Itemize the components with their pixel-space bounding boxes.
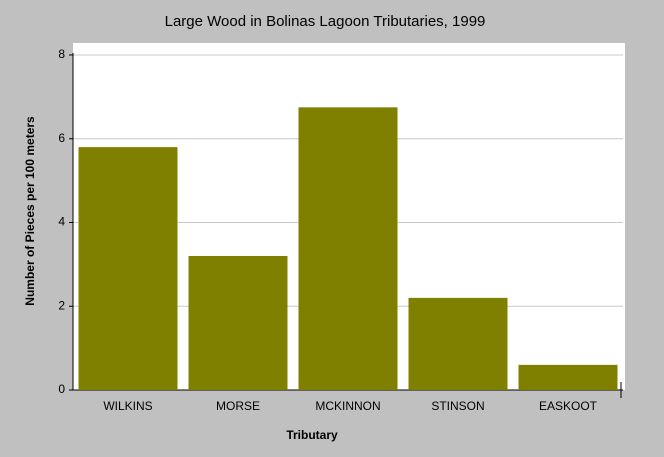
chart-title: Large Wood in Bolinas Lagoon Tributaries…	[165, 13, 486, 30]
y-tick-label: 0	[58, 382, 65, 396]
x-tick-label: WILKINS	[103, 399, 152, 413]
bar	[408, 297, 508, 390]
x-tick-label: MORSE	[216, 399, 260, 413]
y-tick-label: 2	[58, 298, 65, 312]
x-tick-label: STINSON	[431, 399, 484, 413]
y-tick-label: 4	[58, 215, 65, 229]
bar	[518, 364, 618, 390]
bar	[298, 107, 398, 390]
bar	[188, 256, 288, 390]
x-tick-label: EASKOOT	[539, 399, 598, 413]
y-tick-label: 6	[58, 131, 65, 145]
x-axis-label: Tributary	[286, 428, 338, 442]
y-tick-label: 8	[58, 47, 65, 61]
bar	[78, 147, 178, 390]
y-axis-label: Number of Pieces per 100 meters	[23, 116, 37, 306]
x-tick-label: MCKINNON	[315, 399, 380, 413]
